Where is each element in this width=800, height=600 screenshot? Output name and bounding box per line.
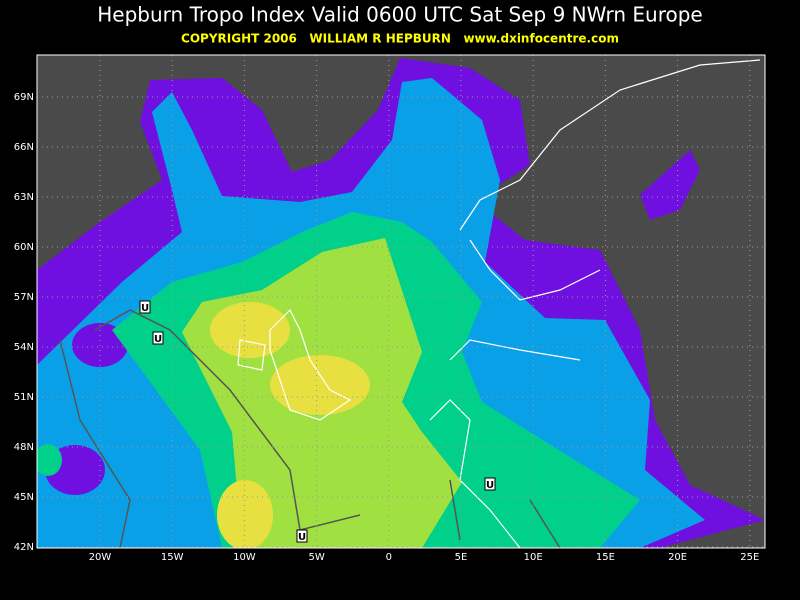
coastline: [237, 59, 761, 548]
lon-label: 0: [386, 552, 392, 563]
lon-label: 5W: [308, 552, 324, 563]
lon-label: 5E: [455, 552, 468, 563]
lon-label: 25E: [740, 552, 759, 563]
title: Hepburn Tropo Index Valid 0600 UTC Sat S…: [97, 3, 703, 27]
copyright: COPYRIGHT 2006 WILLIAM R HEPBURN www.dxi…: [181, 32, 619, 46]
lon-label: 15W: [161, 552, 184, 563]
yellow-zone: [210, 302, 290, 358]
marker-label: U: [154, 334, 162, 345]
grid: [37, 55, 765, 548]
lat-label: 57N: [14, 292, 34, 303]
lat-label: 51N: [14, 392, 34, 403]
lat-label: 60N: [14, 242, 34, 253]
lat-label: 42N: [14, 542, 34, 553]
lon-label: 10W: [233, 552, 256, 563]
yellow-zone: [270, 355, 370, 415]
marker-box: [484, 477, 496, 491]
green-blob: [37, 444, 62, 476]
lon-label: 20E: [668, 552, 687, 563]
lat-label: 63N: [14, 192, 34, 203]
yellow-zone: [217, 480, 273, 548]
lat-label: 48N: [14, 442, 34, 453]
marker-box: [139, 300, 151, 314]
lat-label: 69N: [14, 92, 34, 103]
lon-label: 15E: [596, 552, 615, 563]
marker-label: U: [298, 532, 306, 543]
map: [36, 54, 766, 549]
lat-label: 66N: [14, 142, 34, 153]
marker-box: [296, 529, 308, 543]
contour: [59, 309, 561, 548]
lon-label: 10E: [524, 552, 543, 563]
marker-label: U: [486, 480, 494, 491]
map-frame: [36, 54, 766, 549]
purple-zone-ne: [640, 150, 700, 220]
marker-label: U: [141, 303, 149, 314]
lon-label: 20W: [89, 552, 112, 563]
axis-labels: 69N 66N 63N 60N 57N 54N 51N 48N 45N 42N 20W 15W 10W 5…: [14, 92, 760, 563]
marker-box: [152, 331, 164, 345]
lat-label: 54N: [14, 342, 34, 353]
lat-label: 45N: [14, 492, 34, 503]
